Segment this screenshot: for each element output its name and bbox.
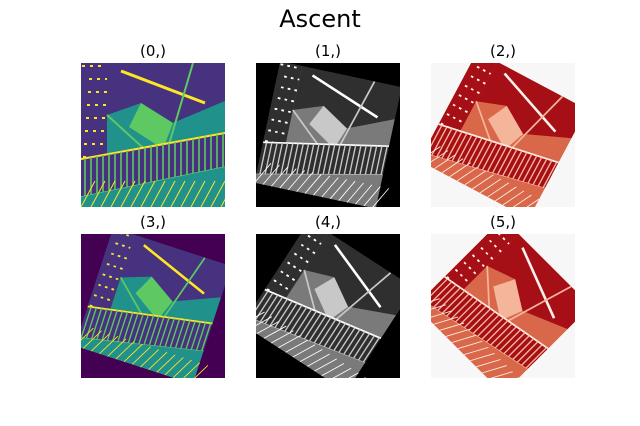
panel-title-1: (1,) xyxy=(314,42,341,60)
panel-title-5: (5,) xyxy=(489,213,516,231)
staircase-image-5 xyxy=(431,234,575,378)
panel-title-2: (2,) xyxy=(489,42,516,60)
image-panel-5 xyxy=(431,234,575,378)
figure-title: Ascent xyxy=(279,5,361,33)
staircase-image-0 xyxy=(81,63,225,207)
image-panel-2 xyxy=(431,63,575,207)
staircase-image-2 xyxy=(431,63,575,207)
panel-title-0: (0,) xyxy=(139,42,166,60)
image-panel-1 xyxy=(256,63,400,207)
staircase-image-1 xyxy=(256,63,400,207)
image-panel-0 xyxy=(81,63,225,207)
panel-title-4: (4,) xyxy=(314,213,341,231)
image-panel-3 xyxy=(81,234,225,378)
panel-title-3: (3,) xyxy=(139,213,166,231)
staircase-image-3 xyxy=(81,234,225,378)
staircase-image-4 xyxy=(256,234,400,378)
image-panel-4 xyxy=(256,234,400,378)
